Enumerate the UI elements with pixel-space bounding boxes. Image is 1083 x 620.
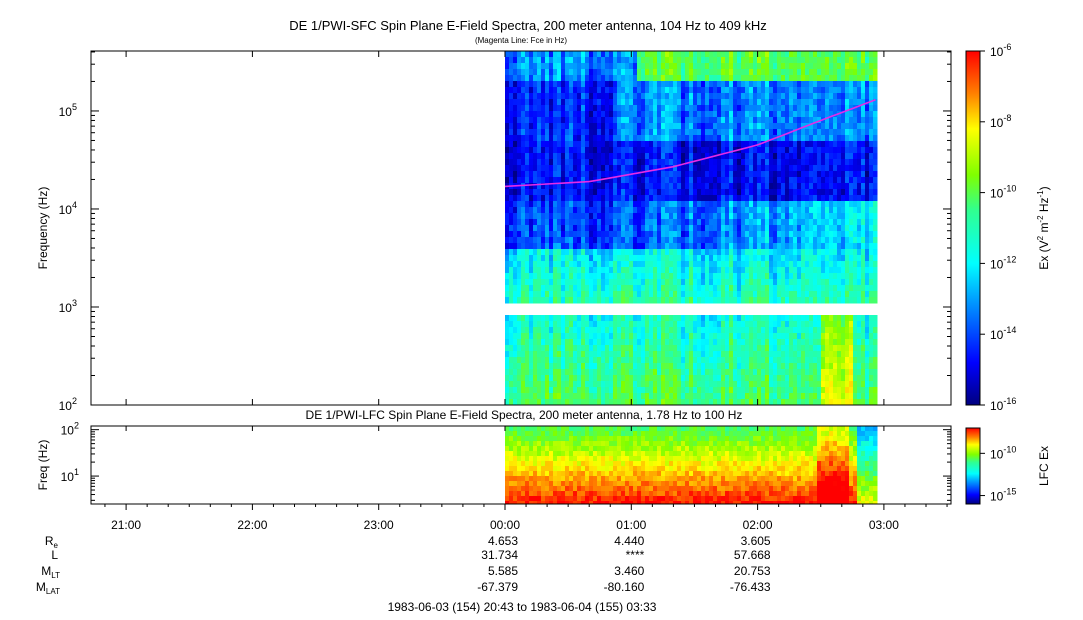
time-tick-label: 00:00 — [490, 518, 520, 532]
time-axis: 21:00 22:00 23:00 00:00 01:00 02:00 03:00 — [104, 51, 948, 532]
sfc-colorbar-label: Ex (V2 m-2 Hz-1) — [1036, 186, 1051, 269]
time-tick-label: 21:00 — [111, 518, 141, 532]
sfc-subtitle: (Magenta Line: Fce in Hz) — [475, 36, 567, 45]
lfc-colorbar-label: LFC Ex — [1037, 446, 1051, 486]
sfc-colorbar-tick-label: 10-16 — [990, 396, 1016, 413]
lfc-y-tick-label: 101 — [61, 467, 79, 484]
ephemeris-label-re: Re — [45, 534, 59, 550]
lfc-y-tick-label: 102 — [61, 421, 79, 438]
time-tick-label: 23:00 — [364, 518, 394, 532]
ephemeris-value-l: **** — [626, 548, 645, 562]
lfc-plot-frame — [90, 425, 952, 505]
ephemeris-value-mlt: 3.460 — [614, 564, 644, 578]
sfc-title: DE 1/PWI-SFC Spin Plane E-Field Spectra,… — [289, 18, 767, 33]
lfc-title: DE 1/PWI-LFC Spin Plane E-Field Spectra,… — [306, 408, 743, 422]
sfc-y-axis-label: Frequency (Hz) — [36, 187, 50, 270]
ephemeris-value-mlat: -76.433 — [730, 580, 771, 594]
time-tick-label: 22:00 — [237, 518, 267, 532]
sfc-y-tick-label: 104 — [59, 200, 77, 217]
sfc-y-tick-label: 105 — [59, 102, 77, 119]
time-tick-label: 03:00 — [869, 518, 899, 532]
ephemeris-label-mlt: MLT — [41, 564, 60, 580]
lfc-heatmap — [505, 426, 878, 504]
lfc-colorbar-tick-label: 10-15 — [990, 487, 1016, 504]
sfc-colorbar-tick-label: 10-6 — [990, 42, 1011, 59]
sfc-heatmap — [505, 51, 878, 405]
time-tick-label: 01:00 — [616, 518, 646, 532]
fce-line — [504, 99, 876, 188]
time-tick-label: 02:00 — [743, 518, 773, 532]
ephemeris-value-re: 4.653 — [488, 534, 518, 548]
ephemeris-value-mlt: 20.753 — [734, 564, 771, 578]
sfc-y-tick-label: 102 — [59, 396, 77, 413]
sfc-colorbar-tick-label: 10-14 — [990, 325, 1016, 342]
ephemeris-value-mlat: -67.379 — [477, 580, 518, 594]
sfc-colorbar-tick-label: 10-8 — [990, 113, 1011, 130]
ephemeris-value-l: 31.734 — [481, 548, 518, 562]
ephemeris-value-re: 3.605 — [741, 534, 771, 548]
lfc-y-axis-label: Freq (Hz) — [36, 440, 50, 491]
ephemeris-value-re: 4.440 — [614, 534, 644, 548]
sfc-plot-frame — [90, 50, 952, 406]
ephemeris-value-mlat: -80.160 — [604, 580, 645, 594]
time-range-footer: 1983-06-03 (154) 20:43 to 1983-06-04 (15… — [388, 600, 657, 614]
ephemeris-label-mlat: MLAT — [36, 580, 60, 596]
lfc-colorbar — [966, 428, 980, 504]
sfc-colorbar-tick-label: 10-10 — [990, 184, 1016, 201]
sfc-colorbar — [966, 51, 980, 405]
sfc-y-tick-label: 103 — [59, 298, 77, 315]
ephemeris-value-l: 57.668 — [734, 548, 771, 562]
ephemeris-label-l: L — [51, 548, 58, 562]
lfc-colorbar-tick-label: 10-10 — [990, 444, 1016, 461]
sfc-colorbar-tick-label: 10-12 — [990, 254, 1016, 271]
ephemeris-value-mlt: 5.585 — [488, 564, 518, 578]
